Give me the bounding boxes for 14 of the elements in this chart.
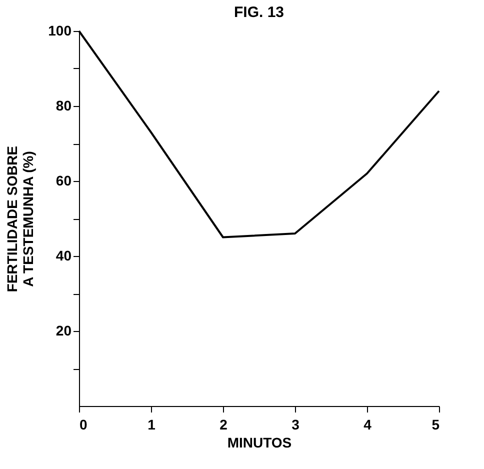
x-tick-label: 4 [364,416,372,432]
x-tick-label: 0 [80,416,88,432]
y-tick-label: 100 [48,22,72,38]
x-tick-label: 2 [220,416,228,432]
x-tick-label: 1 [148,416,156,432]
x-tick-label: 5 [432,416,440,432]
chart-title: FIG. 13 [234,4,284,21]
y-axis-title: FERTILIDADE SOBRE A TESTEMUNHA (%) [4,146,36,292]
y-tick-label: 20 [56,322,72,338]
x-tick-label: 3 [292,416,300,432]
x-axis-title: MINUTOS [227,434,292,450]
y-tick-label: 80 [56,98,72,114]
y-tick-label: 60 [56,172,72,188]
y-tick-label: 40 [56,248,72,264]
